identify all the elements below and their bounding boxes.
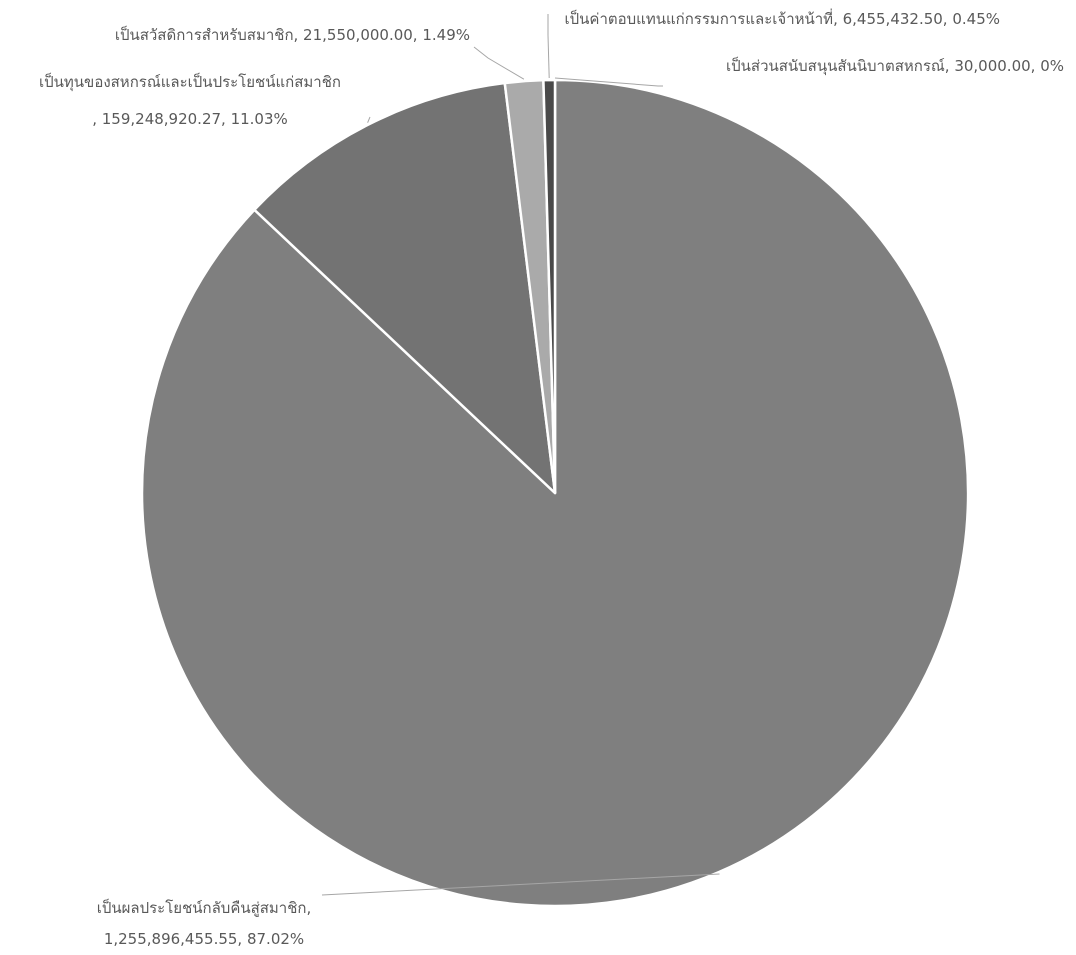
leader-line-capital bbox=[367, 116, 371, 123]
data-label-compensation: เป็นค่าตอบแทนแก่กรรมการและเจ้าหน้าที่, 6… bbox=[565, 8, 1000, 28]
data-labels: เป็นส่วนสนับสนุนสันนิบาตสหกรณ์, 30,000.0… bbox=[39, 8, 1064, 948]
data-label-dividend-line1: เป็นผลประโยชน์กลับคืนสู่สมาชิก, bbox=[97, 898, 312, 917]
data-label-capital-line1: เป็นทุนของสหกรณ์และเป็นประโยชน์แก่สมาชิก bbox=[39, 72, 341, 92]
leader-line-support bbox=[554, 77, 663, 87]
pie-slices bbox=[140, 78, 970, 908]
data-label-welfare: เป็นสวัสดิการสำหรับสมาชิก, 21,550,000.00… bbox=[115, 25, 470, 44]
pie-slice-compensation bbox=[542, 78, 557, 495]
leader-line-compensation bbox=[547, 14, 550, 79]
data-label-dividend-line2: 1,255,896,455.55, 87.02% bbox=[104, 930, 304, 948]
leader-lines bbox=[321, 14, 720, 896]
pie-slice-capital bbox=[253, 81, 557, 495]
data-label-capital-line2: , 159,248,920.27, 11.03% bbox=[92, 110, 288, 128]
leader-line-dividend bbox=[321, 873, 720, 896]
data-label-support: เป็นส่วนสนับสนุนสันนิบาตสหกรณ์, 30,000.0… bbox=[726, 56, 1064, 76]
leader-line-welfare bbox=[473, 46, 525, 80]
